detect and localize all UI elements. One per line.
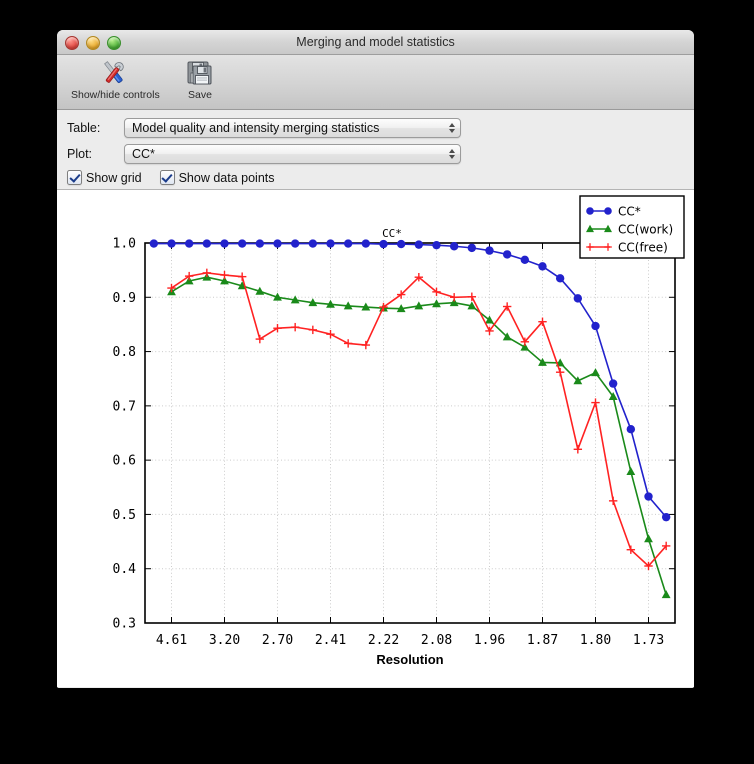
show-hide-controls-button[interactable]: Show/hide controls — [71, 55, 160, 101]
x-axis-label: Resolution — [376, 652, 443, 667]
y-tick-label: 1.0 — [113, 237, 136, 252]
minimize-button[interactable] — [86, 36, 100, 50]
chevron-updown-icon — [449, 123, 455, 133]
checkmark-icon — [159, 170, 175, 185]
app-window: Merging and model statistics — [57, 30, 694, 688]
x-tick-label: 1.80 — [580, 633, 611, 648]
y-tick-label: 0.9 — [113, 291, 136, 306]
zoom-button[interactable] — [107, 36, 121, 50]
y-tick-label: 0.5 — [113, 508, 136, 523]
series-cc — [149, 239, 671, 522]
show-grid-checkbox[interactable]: Show grid — [67, 170, 142, 185]
y-tick-label: 0.7 — [113, 399, 136, 414]
show-data-points-label: Show data points — [178, 170, 275, 185]
checkmark-icon — [67, 170, 82, 185]
y-tick-label: 0.3 — [113, 617, 136, 632]
toolbar: Show/hide controls — [57, 55, 694, 110]
x-tick-label: 2.08 — [421, 633, 452, 648]
legend-label: CC* — [618, 205, 641, 219]
y-tick-label: 0.6 — [113, 454, 136, 469]
y-tick-label: 0.8 — [113, 345, 136, 360]
plot-label: Plot: — [67, 147, 93, 161]
cc-star-chart: 1.0 0.9 0.8 0.7 0.6 0.5 0.4 0.3 4.61 3.20 2.70 2.41… — [113, 195, 685, 667]
controls-panel: Table: Model quality and intensity mergi… — [57, 110, 694, 190]
checkbox-row: Show grid Show data points — [67, 170, 694, 185]
window-titlebar: Merging and model statistics — [57, 30, 694, 55]
table-select[interactable]: Model quality and intensity merging stat… — [124, 118, 461, 138]
show-data-points-checkbox[interactable]: Show data points — [159, 170, 275, 185]
series-ccfree — [167, 268, 671, 571]
table-row: Table: Model quality and intensity mergi… — [67, 118, 694, 138]
save-button[interactable]: Save — [157, 55, 243, 101]
x-tick-label: 1.96 — [474, 633, 505, 648]
legend-label: CC(free) — [618, 241, 668, 255]
tools-icon — [71, 58, 157, 88]
plot-select-value: CC* — [132, 147, 155, 161]
x-tick-label: 3.20 — [209, 633, 240, 648]
table-label: Table: — [67, 121, 101, 135]
x-tick-label: 2.41 — [315, 633, 346, 648]
save-label: Save — [188, 89, 212, 101]
y-tick-label: 0.4 — [113, 562, 137, 577]
legend-label: CC(work) — [618, 223, 673, 237]
chart-legend: CC* CC(work) CC(free) — [579, 195, 685, 259]
show-hide-controls-label: Show/hide controls — [71, 89, 160, 101]
close-button[interactable] — [65, 36, 79, 50]
show-grid-label: Show grid — [86, 170, 142, 185]
x-tick-label: 1.87 — [527, 633, 558, 648]
plot-row: Plot: CC* — [67, 144, 694, 164]
x-tick-label: 2.70 — [262, 633, 293, 648]
window-controls — [65, 36, 121, 50]
x-tick-label: 4.61 — [156, 633, 187, 648]
chart-canvas: 1.0 0.9 0.8 0.7 0.6 0.5 0.4 0.3 4.61 3.20 2.70 2.41… — [57, 190, 694, 687]
floppy-disk-save-icon — [157, 58, 243, 88]
chart-title: CC* — [382, 227, 402, 240]
x-tick-label: 2.22 — [368, 633, 399, 648]
x-tick-label: 1.73 — [633, 633, 664, 648]
window-title: Merging and model statistics — [296, 35, 455, 49]
plot-select[interactable]: CC* — [124, 144, 461, 164]
chevron-updown-icon — [449, 149, 455, 159]
table-select-value: Model quality and intensity merging stat… — [132, 121, 380, 135]
